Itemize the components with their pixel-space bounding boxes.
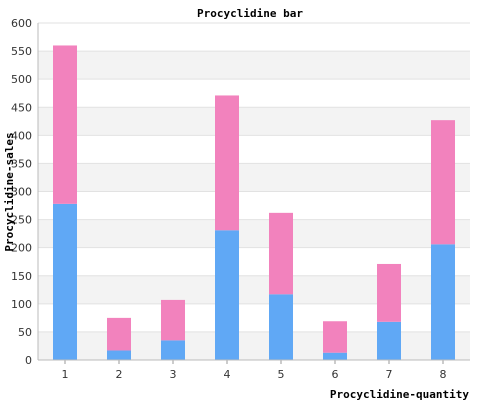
y-tick-label: 450 <box>11 101 32 114</box>
y-tick-label: 300 <box>11 186 32 199</box>
y-tick-label: 600 <box>11 17 32 30</box>
bar-segment-upper <box>53 45 77 204</box>
grid-band <box>38 135 470 164</box>
bars <box>53 45 455 360</box>
y-tick-label: 150 <box>11 270 32 283</box>
x-tick-label: 2 <box>116 368 123 381</box>
chart-title: Procyclidine bar <box>197 7 303 20</box>
bar-segment-upper <box>161 299 185 341</box>
bar-segment-lower <box>377 321 401 360</box>
bar-segment-upper <box>431 120 455 245</box>
bar-segment-lower <box>215 230 239 360</box>
y-tick-label: 100 <box>11 298 32 311</box>
x-axis-title: Procyclidine-quantity <box>330 388 469 400</box>
grid-band <box>38 247 470 276</box>
y-tick-labels: 0 50 100 150 200 250 300 350 400 450 500 550 600 <box>11 17 32 367</box>
x-tick-label: 1 <box>62 368 69 381</box>
grid-band <box>38 163 470 192</box>
y-tick-label: 50 <box>18 326 32 339</box>
bar-segment-upper <box>377 263 401 322</box>
y-tick-label: 200 <box>11 242 32 255</box>
y-tick-label: 400 <box>11 129 32 142</box>
bar-segment-lower <box>269 294 293 360</box>
grid-band <box>38 303 470 332</box>
x-tick-labels: 1 2 3 4 5 6 7 8 <box>62 368 447 381</box>
bar-segment-upper <box>215 95 239 231</box>
grid-band <box>38 219 470 248</box>
grid-band <box>38 107 470 136</box>
bar-segment-upper <box>107 317 131 351</box>
x-tick-label: 5 <box>278 368 285 381</box>
grid-band <box>38 331 470 360</box>
y-tick-label: 550 <box>11 45 32 58</box>
bar-segment-lower <box>161 340 185 360</box>
x-tick-label: 8 <box>440 368 447 381</box>
bar-segment-lower <box>107 350 131 360</box>
grid-band <box>38 79 470 108</box>
y-tick-label: 0 <box>25 354 32 367</box>
axes <box>37 23 470 364</box>
grid-band <box>38 23 470 52</box>
x-tick-label: 4 <box>224 368 231 381</box>
y-tick-label: 500 <box>11 73 32 86</box>
bar-segment-lower <box>323 352 347 360</box>
x-tick-label: 6 <box>332 368 339 381</box>
x-tick-label: 3 <box>170 368 177 381</box>
x-tick-label: 7 <box>386 368 393 381</box>
grid-band <box>38 275 470 304</box>
bar-segment-upper <box>269 212 293 295</box>
bar-segment-lower <box>431 244 455 360</box>
y-tick-label: 350 <box>11 157 32 170</box>
grid-band <box>38 191 470 220</box>
y-axis-title: Procyclidine-sales <box>3 132 16 251</box>
bar-segment-lower <box>53 203 77 360</box>
grid-band <box>38 51 470 80</box>
y-tick-label: 250 <box>11 214 32 227</box>
bar-segment-upper <box>323 321 347 353</box>
